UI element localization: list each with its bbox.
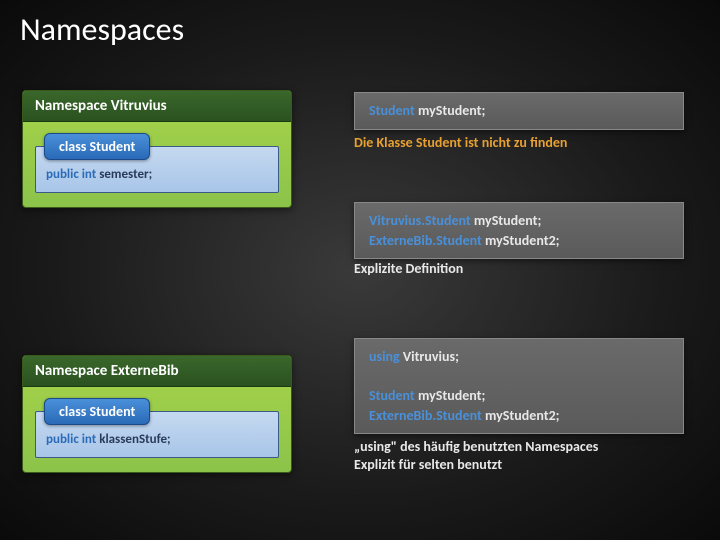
code-block-error: Student myStudent; [354, 92, 684, 130]
var-name: myStudent; [418, 102, 485, 119]
member-name: semester; [99, 167, 152, 182]
class-member: public int klassenStufe; [46, 432, 268, 447]
class-header: class Student [44, 133, 150, 160]
var-name: myStudent; [474, 212, 541, 229]
code-block-explicit: Vitruvius.Student myStudent; ExterneBib.… [354, 202, 684, 259]
note-explicit: Explizite Definition [354, 260, 463, 277]
note-using-line2: Explizit für selten benutzt [354, 456, 502, 473]
member-name: klassenStufe; [99, 432, 170, 447]
var-name: myStudent2; [485, 407, 560, 424]
note-using-line1: „using" des häufig benutzten Namespaces [354, 438, 598, 455]
class-student-box: class Student public int klassenStufe; [35, 411, 279, 458]
type-name: Student [369, 102, 415, 119]
class-member: public int semester; [46, 167, 268, 182]
namespace-externebib: Namespace ExterneBib class Student publi… [22, 355, 292, 473]
class-student-box: class Student public int semester; [35, 146, 279, 193]
type-name: ExterneBib.Student [369, 407, 482, 424]
using-target: Vitruvius; [403, 348, 459, 365]
note-error: Die Klasse Student ist nicht zu finden [354, 134, 567, 151]
namespace-header: Namespace ExterneBib [23, 356, 291, 387]
namespace-header: Namespace Vitruvius [23, 91, 291, 122]
page-title: Namespaces [20, 10, 184, 49]
var-name: myStudent; [418, 387, 485, 404]
type-name: Vitruvius.Student [369, 212, 471, 229]
keyword: public int [46, 167, 96, 182]
namespace-vitruvius: Namespace Vitruvius class Student public… [22, 90, 292, 208]
code-block-using: using Vitruvius; Student myStudent; Exte… [354, 338, 684, 434]
var-name: myStudent2; [485, 232, 560, 249]
class-header: class Student [44, 398, 150, 425]
namespace-body: class Student public int klassenStufe; [23, 387, 291, 472]
type-name: ExterneBib.Student [369, 232, 482, 249]
type-name: Student [369, 387, 415, 404]
keyword-using: using [369, 348, 400, 365]
keyword: public int [46, 432, 96, 447]
namespace-body: class Student public int semester; [23, 122, 291, 207]
